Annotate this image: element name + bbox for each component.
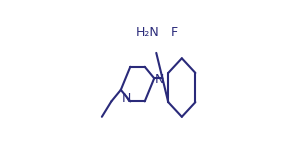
Text: N: N (155, 73, 164, 86)
Text: N: N (122, 92, 131, 105)
Text: H₂N: H₂N (136, 26, 160, 39)
Text: F: F (171, 26, 178, 39)
